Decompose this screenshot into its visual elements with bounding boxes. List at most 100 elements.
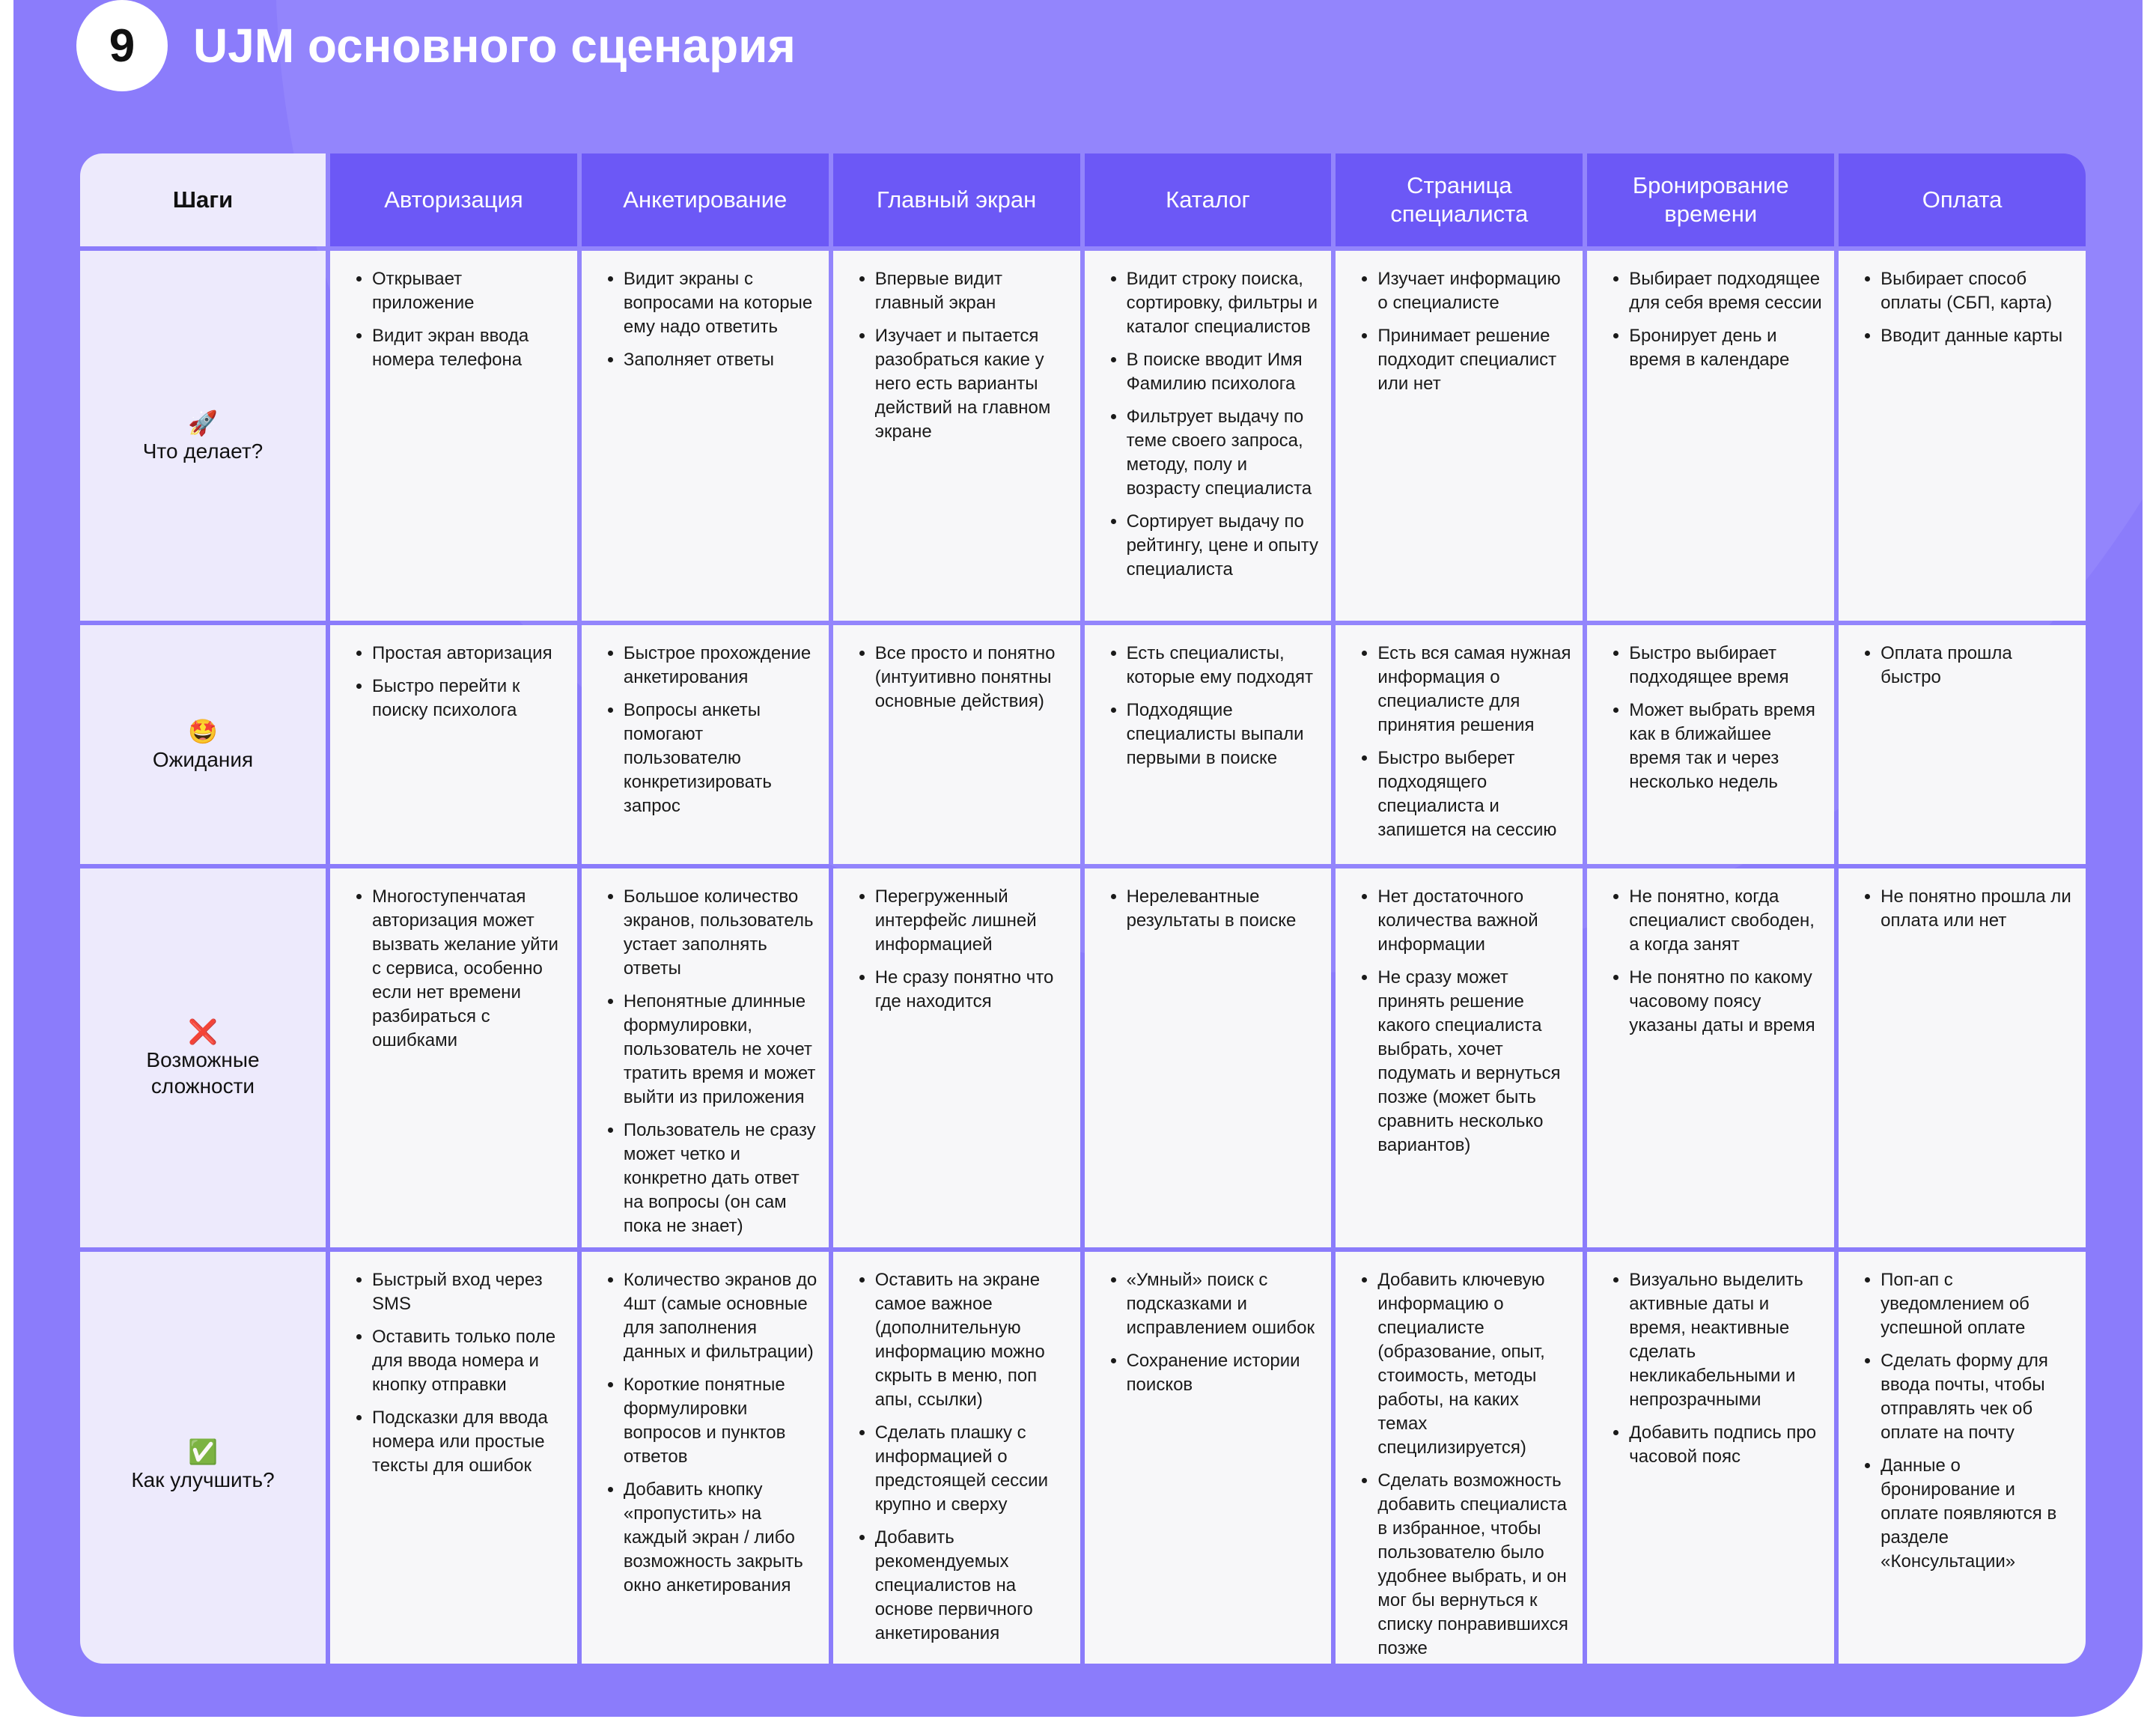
bullet-list: Есть вся самая нужная информация о специ… <box>1339 642 1572 842</box>
cell: Видит строку поиска, сортировку, фильтры… <box>1084 251 1332 621</box>
bullet-item: Не понятно, когда специалист свободен, а… <box>1629 885 1824 957</box>
bullet-item: Подсказки для ввода номера или простые т… <box>372 1406 567 1478</box>
bullet-list: Оставить на экране самое важное (дополни… <box>836 1268 1070 1646</box>
row-icon: ❌ <box>188 1018 218 1045</box>
bullet-item: Открывает приложение <box>372 267 567 315</box>
cell: Нет достаточного количества важной инфор… <box>1336 868 1583 1247</box>
bullet-list: Многоступенчатая авторизация может вызва… <box>333 885 567 1053</box>
bullet-list: Не понятно, когда специалист свободен, а… <box>1590 885 1824 1038</box>
bullet-item: Впервые видит главный экран <box>875 267 1070 315</box>
bullet-list: Добавить ключевую информацию о специалис… <box>1339 1268 1572 1661</box>
bullet-list: Быстрое прохождение анкетирования Вопросы… <box>585 642 818 818</box>
bullet-list: Изучает информацию о специалисте Принимае… <box>1339 267 1572 396</box>
cell: Быстрый вход через SMS Оставить только по… <box>330 1252 577 1664</box>
bullet-item: Оставить на экране самое важное (дополни… <box>875 1268 1070 1412</box>
bullet-item: Сделать возможность добавить специалиста… <box>1377 1469 1572 1661</box>
bullet-item: Пользователь не сразу может четко и конк… <box>624 1119 818 1238</box>
bullet-list: Видит строку поиска, сортировку, фильтры… <box>1088 267 1321 582</box>
bullet-item: Перегруженный интерфейс лишней информаци… <box>875 885 1070 957</box>
cell: Оплата прошла быстро <box>1839 625 2086 864</box>
row-label-text: Возможные сложности <box>146 1048 260 1098</box>
bullet-item: Добавить кнопку «пропустить» на каждый э… <box>624 1478 818 1598</box>
row-icon: 🚀 <box>188 409 218 436</box>
bullet-item: Вопросы анкеты помогают пользователю кон… <box>624 699 818 818</box>
row-label: ✅ Как улучшить? <box>80 1252 326 1664</box>
cell: Не понятно прошла ли оплата или нет <box>1839 868 2086 1247</box>
bullet-item: Быстрое прохождение анкетирования <box>624 642 818 690</box>
bullet-item: Может выбрать время как в ближайшее врем… <box>1629 699 1824 794</box>
bullet-item: «Умный» поиск с подсказками и исправлени… <box>1127 1268 1321 1340</box>
panel: 9 UJM основного сценария Шаги Авторизаци… <box>13 0 2143 1717</box>
bullet-item: Подходящие специалисты выпали первыми в … <box>1127 699 1321 770</box>
cell: Визуально выделить активные даты и время… <box>1587 1252 1835 1664</box>
row-label: ❌ Возможные сложности <box>80 868 326 1247</box>
bullet-item: Видит строку поиска, сортировку, фильтры… <box>1127 267 1321 339</box>
bullet-item: Оставить только поле для ввода номера и … <box>372 1325 567 1397</box>
cell: Не понятно, когда специалист свободен, а… <box>1587 868 1835 1247</box>
bullet-item: Не сразу понятно что где находится <box>875 966 1070 1014</box>
row-label-text: Что делает? <box>142 439 264 463</box>
row-label: 🤩 Ожидания <box>80 625 326 864</box>
bullet-list: Перегруженный интерфейс лишней информаци… <box>836 885 1070 1014</box>
bullet-item: Заполняет ответы <box>624 348 818 372</box>
bullet-list: Все просто и понятно (интуитивно понятны… <box>836 642 1070 714</box>
bullet-item: Оплата прошла быстро <box>1881 642 2075 690</box>
bullet-item: Короткие понятные формулировки вопросов … <box>624 1373 818 1469</box>
cell: Большое количество экранов, пользователь… <box>581 868 829 1247</box>
column-header: Оплата <box>1839 153 2086 246</box>
bullet-item: Быстрый вход через SMS <box>372 1268 567 1316</box>
cell: Есть специалисты, которые ему подходят По… <box>1084 625 1332 864</box>
bullet-item: Простая авторизация <box>372 642 567 666</box>
bullet-list: Нет достаточного количества важной инфор… <box>1339 885 1572 1157</box>
cell: Открывает приложение Видит экран ввода но… <box>330 251 577 621</box>
bullet-item: Большое количество экранов, пользователь… <box>624 885 818 981</box>
cell: Количество экранов до 4шт (самые основны… <box>581 1252 829 1664</box>
title: UJM основного сценария <box>193 19 796 73</box>
bullet-item: В поиске вводит Имя Фамилию психолога <box>1127 348 1321 396</box>
bullet-item: Поп-ап с уведомлением об успешной оплате <box>1881 1268 2075 1340</box>
bullet-item: Сортирует выдачу по рейтингу, цене и опы… <box>1127 510 1321 582</box>
cell: «Умный» поиск с подсказками и исправлени… <box>1084 1252 1332 1664</box>
bullet-list: Есть специалисты, которые ему подходят По… <box>1088 642 1321 770</box>
cell: Нерелевантные результаты в поиске <box>1084 868 1332 1247</box>
bullet-list: Поп-ап с уведомлением об успешной оплате… <box>1842 1268 2075 1574</box>
cell: Быстрое прохождение анкетирования Вопросы… <box>581 625 829 864</box>
column-header: Авторизация <box>330 153 577 246</box>
cell: Оставить на экране самое важное (дополни… <box>832 1252 1080 1664</box>
bullet-item: Вводит данные карты <box>1881 324 2075 348</box>
bullet-list: Быстрый вход через SMS Оставить только по… <box>333 1268 567 1478</box>
cell: Перегруженный интерфейс лишней информаци… <box>832 868 1080 1247</box>
bullet-item: Изучает информацию о специалисте <box>1377 267 1572 315</box>
bullet-item: Есть специалисты, которые ему подходят <box>1127 642 1321 690</box>
row-icon: ✅ <box>188 1438 218 1465</box>
bullet-list: Визуально выделить активные даты и время… <box>1590 1268 1824 1469</box>
column-header: Анкетирование <box>581 153 829 246</box>
bullet-item: Выбирает подходящее для себя время сесси… <box>1629 267 1824 315</box>
bullet-item: Сделать форму для ввода почты, чтобы отп… <box>1881 1349 2075 1445</box>
table: Шаги Авторизация Анкетирование Главный экр… <box>80 153 2086 1664</box>
corner-header: Шаги <box>80 153 326 246</box>
cell: Впервые видит главный экран Изучает и пыт… <box>832 251 1080 621</box>
bullet-item: Не понятно прошла ли оплата или нет <box>1881 885 2075 933</box>
cell: Видит экраны с вопросами на которые ему … <box>581 251 829 621</box>
bullet-list: Нерелевантные результаты в поиске <box>1088 885 1321 933</box>
section-number: 9 <box>76 0 168 91</box>
bullet-item: Не понятно по какому часовому поясу указ… <box>1629 966 1824 1038</box>
bullet-list: Количество экранов до 4шт (самые основны… <box>585 1268 818 1598</box>
cell: Есть вся самая нужная информация о специ… <box>1336 625 1583 864</box>
bullet-item: Нет достаточного количества важной инфор… <box>1377 885 1572 957</box>
bullet-item: Видит экран ввода номера телефона <box>372 324 567 372</box>
cell: Поп-ап с уведомлением об успешной оплате… <box>1839 1252 2086 1664</box>
bullet-list: Оплата прошла быстро <box>1842 642 2075 690</box>
bullet-list: Не понятно прошла ли оплата или нет <box>1842 885 2075 933</box>
bullet-item: Есть вся самая нужная информация о специ… <box>1377 642 1572 737</box>
bullet-item: Непонятные длинные формулировки, пользов… <box>624 990 818 1110</box>
bullet-item: Не сразу может принять решение какого сп… <box>1377 966 1572 1157</box>
bullet-list: Выбирает подходящее для себя время сесси… <box>1590 267 1824 372</box>
bullet-list: Впервые видит главный экран Изучает и пыт… <box>836 267 1070 444</box>
cell: Добавить ключевую информацию о специалис… <box>1336 1252 1583 1664</box>
cell: Все просто и понятно (интуитивно понятны… <box>832 625 1080 864</box>
bullet-item: Данные о бронирование и оплате появляютс… <box>1881 1454 2075 1574</box>
cell: Быстро выбирает подходящее время Может вы… <box>1587 625 1835 864</box>
bullet-item: Добавить ключевую информацию о специалис… <box>1377 1268 1572 1460</box>
